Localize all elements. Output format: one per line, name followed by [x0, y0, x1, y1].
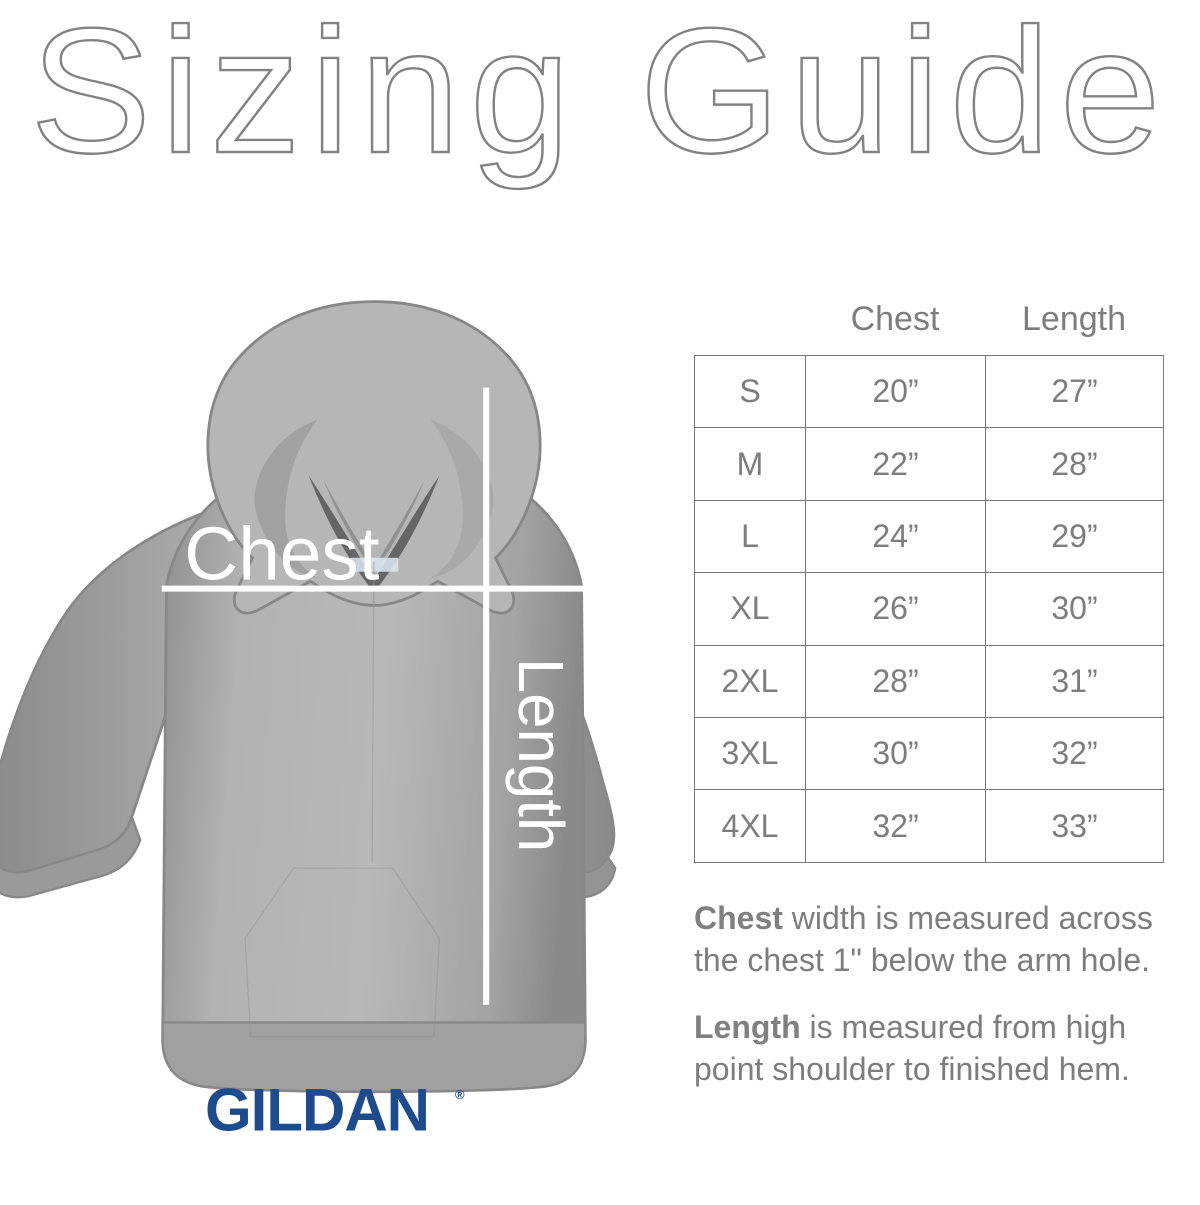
svg-text:®: ®: [455, 1087, 465, 1102]
svg-text:Chest: Chest: [184, 511, 380, 595]
svg-text:Length: Length: [505, 658, 576, 852]
svg-text:GILDAN: GILDAN: [205, 1078, 429, 1144]
